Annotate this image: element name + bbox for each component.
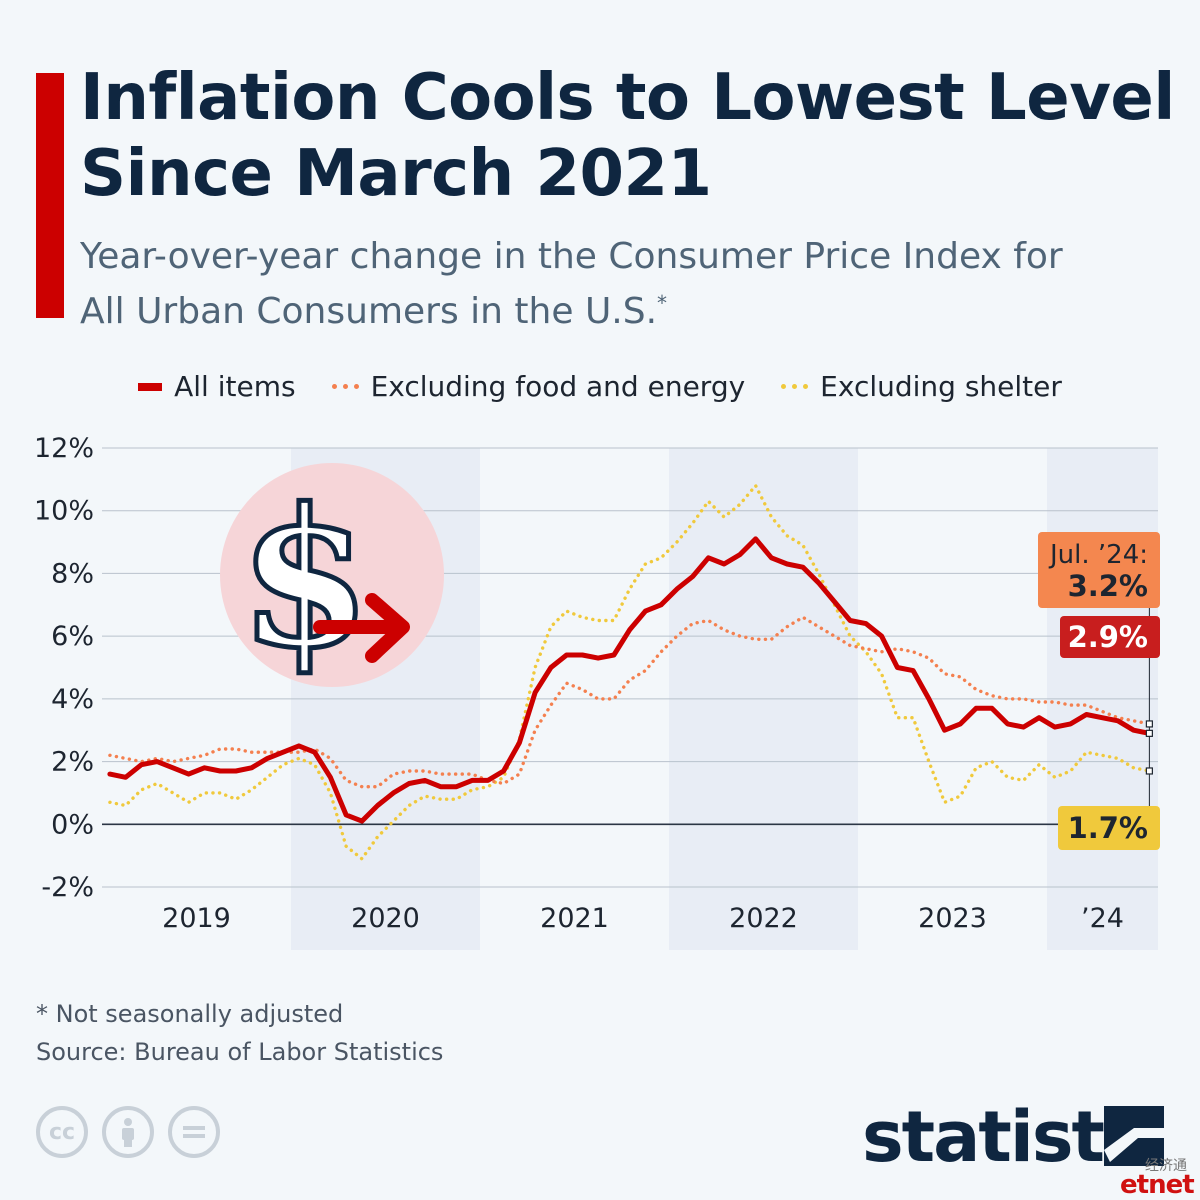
legend-item-all-items: All items [138,370,296,403]
subtitle-text: Year-over-year change in the Consumer Pr… [80,236,1063,332]
watermark-cn: 经济通 [1145,1158,1187,1174]
callout-all-items-value: 2.9% [1068,620,1148,654]
svg-text:$: $ [239,467,371,690]
legend-swatch-all-items [138,382,163,391]
legend-swatch-ex-shelter [781,384,809,389]
cpi-line-chart: -2% 0% 2% 4% 6% 8% 10% 12% 2019 2020 2021 2022 2023… [34,433,1160,950]
end-marker [1145,729,1153,737]
page-title: Inflation Cools to Lowest Level Since Ma… [80,61,1175,211]
statista-mark-icon [1104,1106,1164,1166]
chart-legend: All items Excluding food and energy Excl… [0,370,1200,403]
callout-all-items: 2.9% [1060,616,1160,658]
statista-logo[interactable]: statista [862,1096,1150,1178]
end-marker [1145,720,1153,728]
no-derivatives-icon[interactable] [168,1106,220,1158]
legend-swatch-core [331,384,359,389]
callout-core-date: Jul. ’24: [1048,540,1148,570]
legend-item-core: Excluding food and energy [331,370,746,403]
footnote: * Not seasonally adjusted [36,1000,344,1028]
legend-label-all-items: All items [174,370,296,403]
series-line-all-items [107,536,1152,824]
y-tick-label: 4% [51,684,94,715]
source-note: Source: Bureau of Labor Statistics [36,1038,444,1066]
legend-label-ex-shelter: Excluding shelter [820,370,1062,403]
title-accent-bar [36,73,64,318]
y-tick-label: 12% [34,433,94,464]
x-tick-label: 2022 [729,903,798,934]
callout-ex-shelter: 1.7% [1058,806,1160,850]
y-tick-label: -2% [41,872,94,903]
y-tick-label: 0% [51,809,94,840]
dollar-arrow-icon: $ [220,463,444,693]
license-icons: cc [36,1106,220,1158]
callout-core: Jul. ’24: 3.2% [1038,532,1160,608]
end-marker [1145,767,1153,775]
x-tick-label: ’24 [1081,903,1124,934]
legend-item-ex-shelter: Excluding shelter [781,370,1062,403]
page-subtitle: Year-over-year change in the Consumer Pr… [80,234,1080,335]
attribution-icon[interactable] [102,1106,154,1158]
legend-label-core: Excluding food and energy [370,370,746,403]
y-tick-label: 8% [51,558,94,589]
x-tick-label: 2020 [351,903,420,934]
etnet-watermark: etnet [1120,1170,1195,1200]
x-tick-label: 2023 [918,903,987,934]
y-tick-label: 10% [34,496,94,527]
callout-core-value: 3.2% [1068,569,1148,603]
cc-icon[interactable]: cc [36,1106,88,1158]
y-tick-label: 6% [51,621,94,652]
subtitle-footnote-marker: * [657,291,668,315]
callout-ex-shelter-value: 1.7% [1068,811,1148,845]
x-tick-label: 2021 [540,903,609,934]
y-tick-label: 2% [51,747,94,778]
x-tick-label: 2019 [162,903,231,934]
